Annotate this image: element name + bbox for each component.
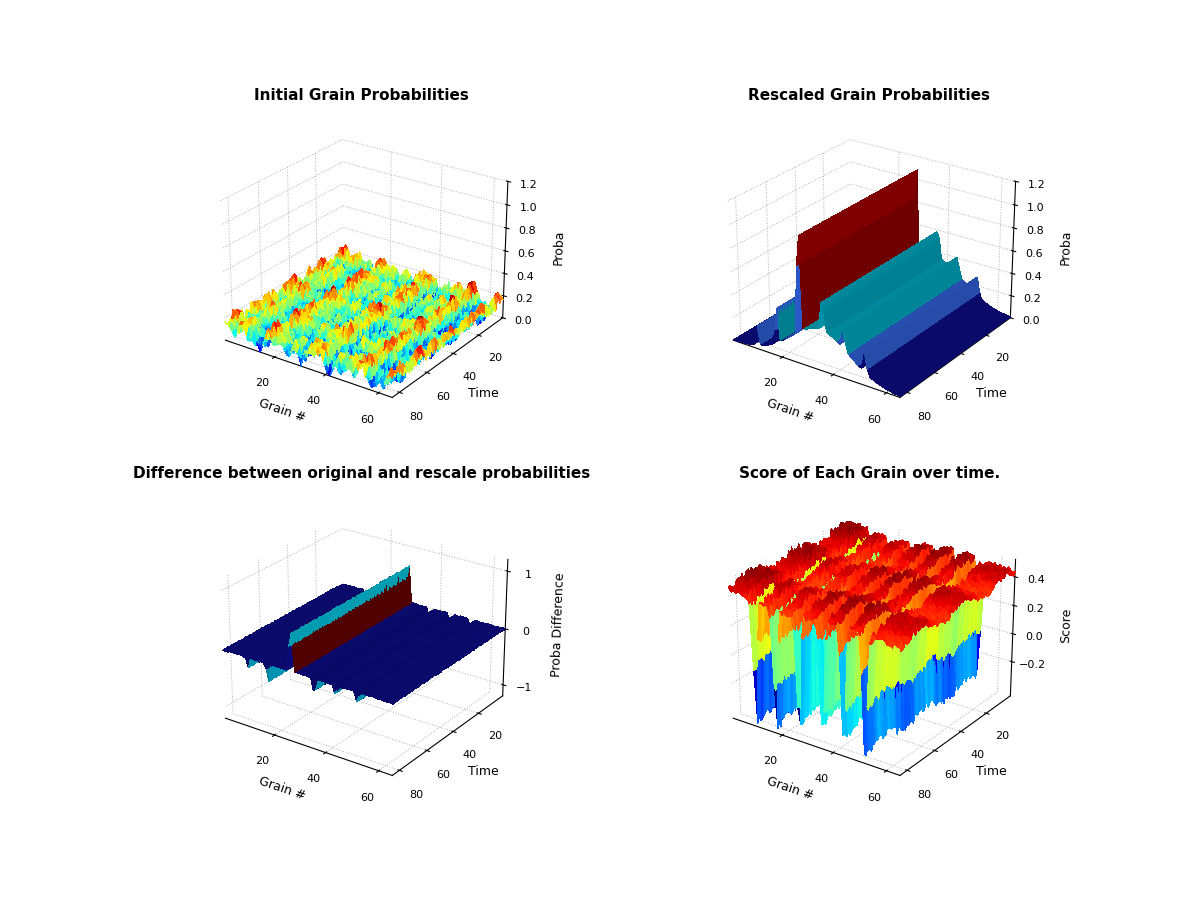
X-axis label: Grain #: Grain # [765,397,815,425]
Title: Difference between original and rescale probabilities: Difference between original and rescale … [133,465,590,481]
Y-axis label: Time: Time [468,387,498,400]
Y-axis label: Time: Time [975,387,1006,400]
Y-axis label: Time: Time [975,765,1006,778]
Title: Score of Each Grain over time.: Score of Each Grain over time. [739,465,1000,481]
Title: Initial Grain Probabilities: Initial Grain Probabilities [255,87,470,103]
X-axis label: Grain #: Grain # [257,397,307,425]
X-axis label: Grain #: Grain # [257,775,307,803]
Title: Rescaled Grain Probabilities: Rescaled Grain Probabilities [748,87,991,103]
Y-axis label: Time: Time [468,765,498,778]
X-axis label: Grain #: Grain # [765,775,815,803]
